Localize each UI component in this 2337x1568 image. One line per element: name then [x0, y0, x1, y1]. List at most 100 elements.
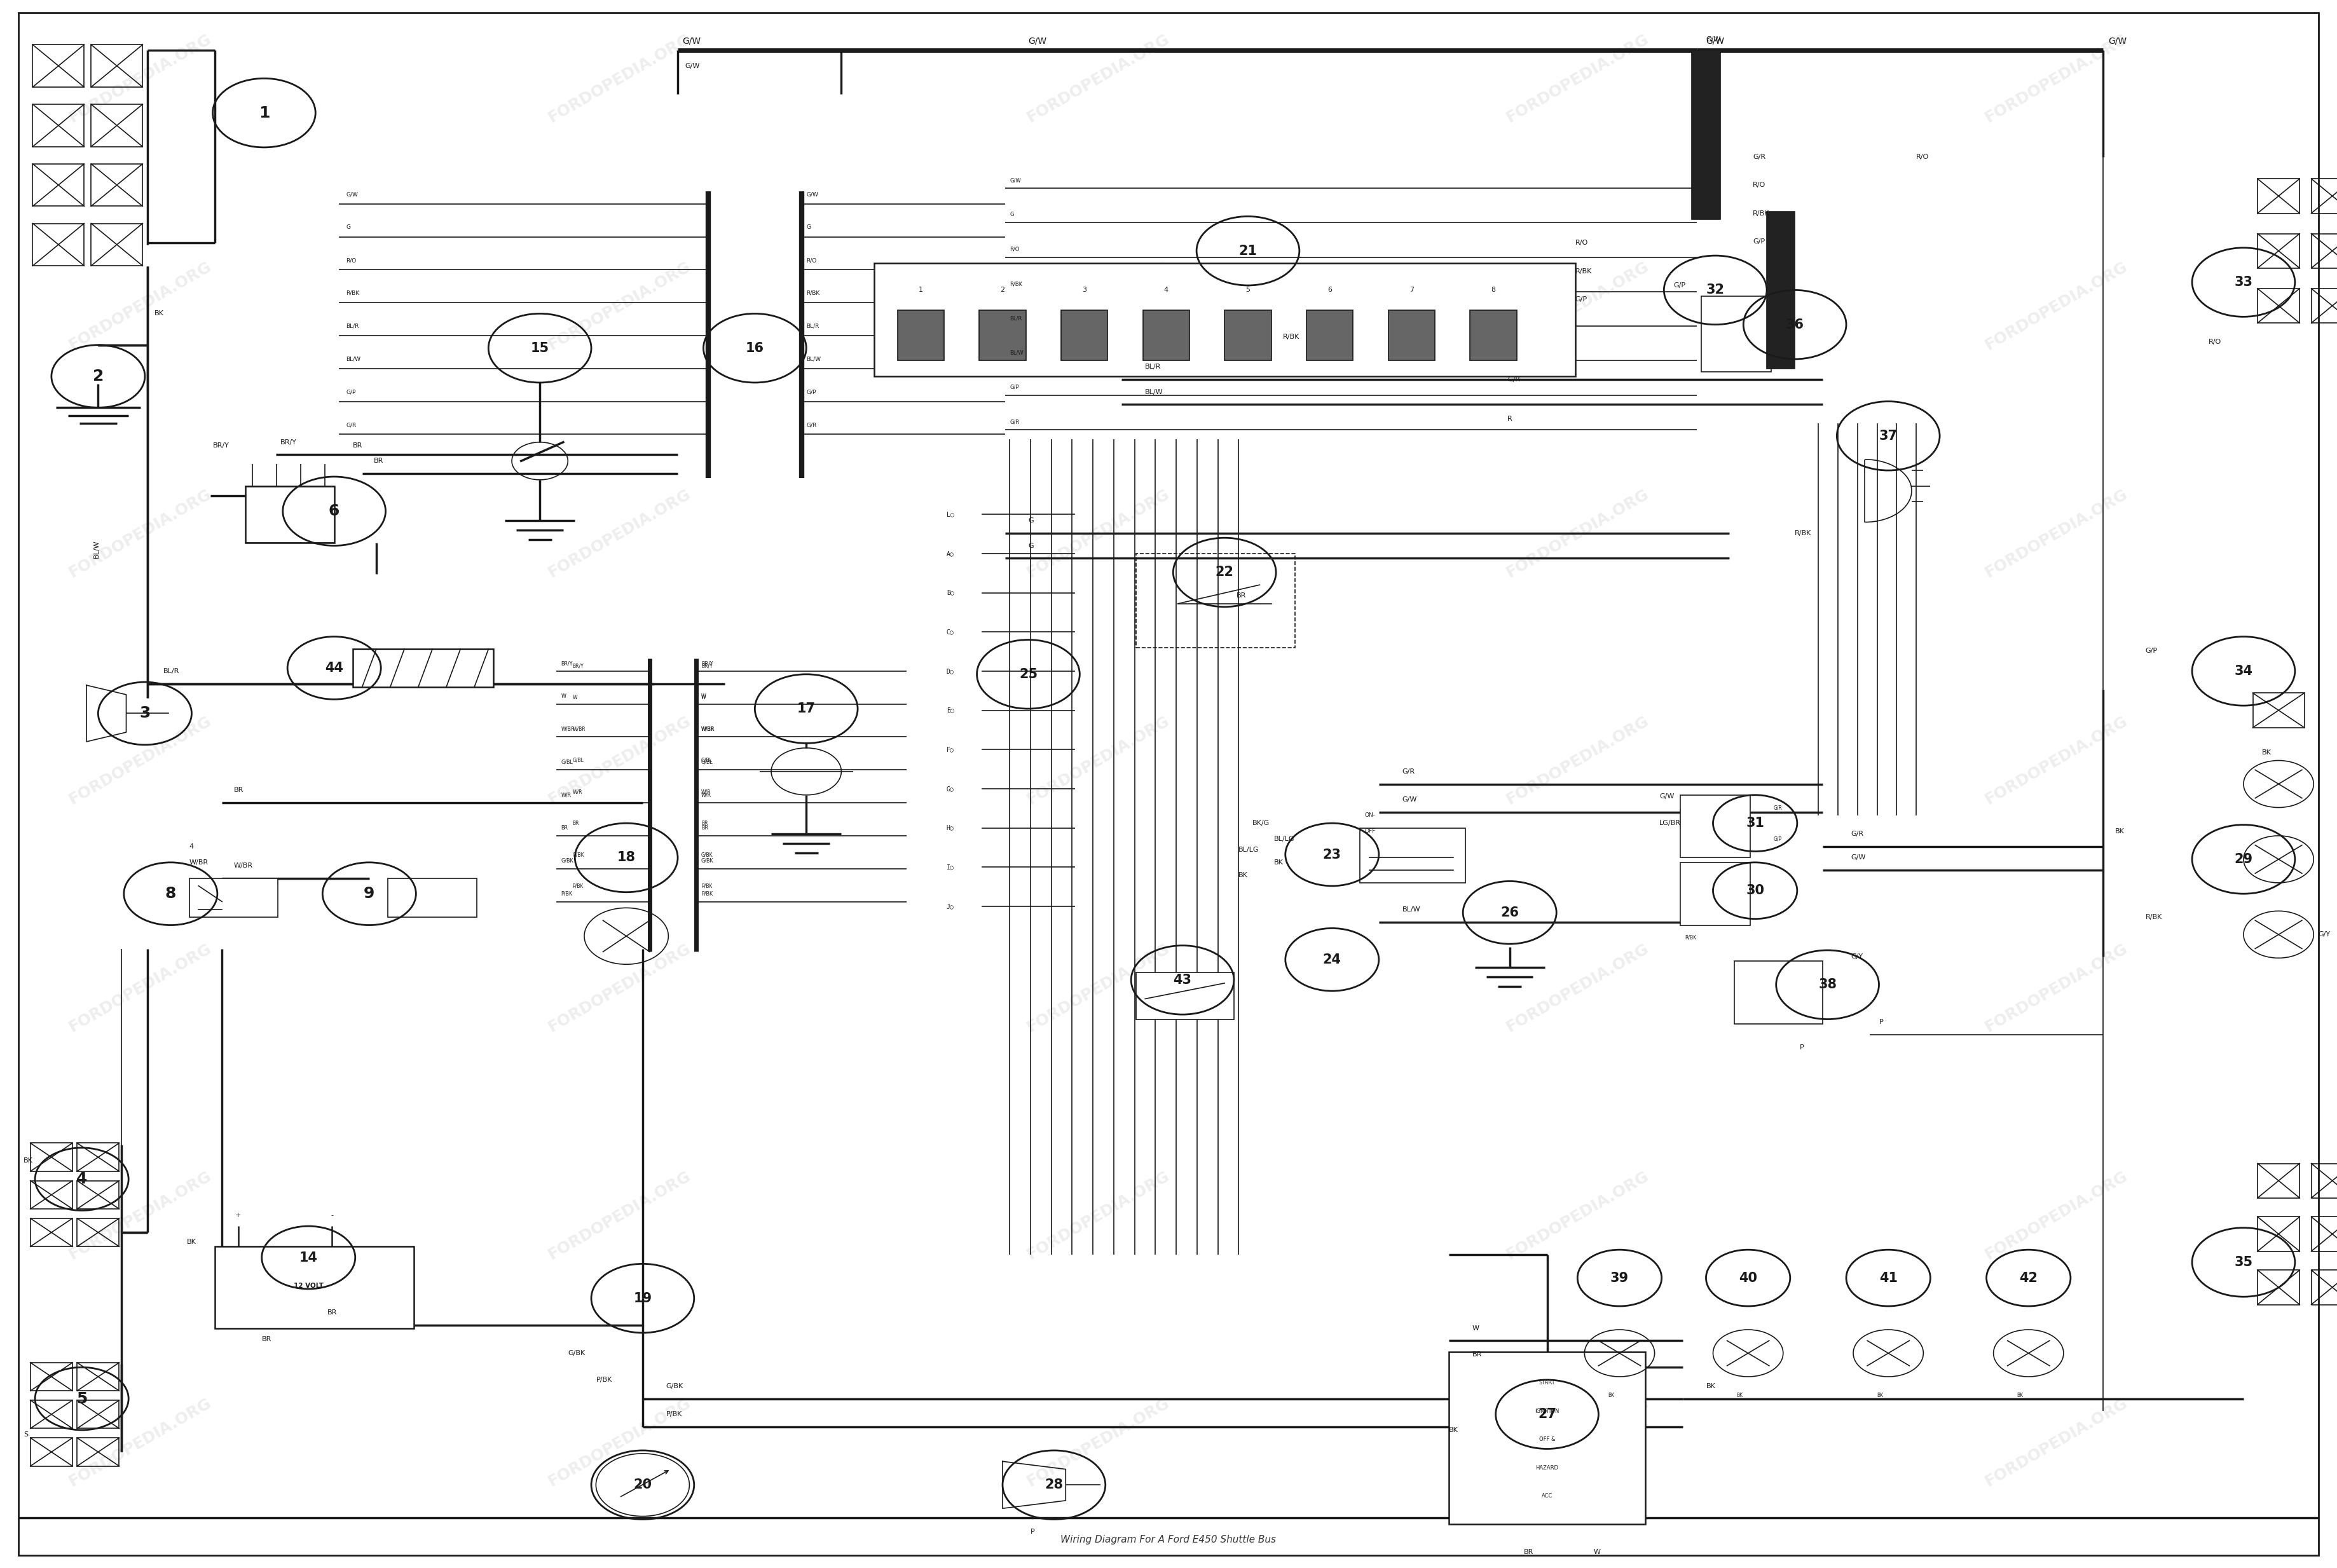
Text: 5: 5: [1246, 287, 1250, 293]
Text: G/R: G/R: [1774, 804, 1783, 811]
Text: FORDOPEDIA.ORG: FORDOPEDIA.ORG: [1024, 31, 1173, 125]
Text: 21: 21: [1239, 245, 1257, 257]
Text: BL/R: BL/R: [346, 323, 360, 329]
Bar: [245, 486, 334, 543]
Bar: [30, 1143, 72, 1171]
Text: R/O: R/O: [1010, 246, 1019, 252]
Text: FORDOPEDIA.ORG: FORDOPEDIA.ORG: [1503, 31, 1652, 125]
Text: FORDOPEDIA.ORG: FORDOPEDIA.ORG: [1982, 259, 2131, 353]
Bar: [2258, 1270, 2300, 1305]
Text: FORDOPEDIA.ORG: FORDOPEDIA.ORG: [1982, 1396, 2131, 1490]
Bar: [2258, 289, 2300, 323]
Text: 42: 42: [2019, 1272, 2038, 1284]
Text: 23: 23: [1323, 848, 1341, 861]
Text: FORDOPEDIA.ORG: FORDOPEDIA.ORG: [1024, 713, 1173, 808]
Bar: [1136, 972, 1234, 1019]
Text: P/BK: P/BK: [561, 891, 573, 897]
Text: W/R: W/R: [701, 789, 710, 795]
Text: FORDOPEDIA.ORG: FORDOPEDIA.ORG: [545, 486, 694, 580]
Bar: [2311, 1217, 2337, 1251]
Text: G/BL: G/BL: [573, 757, 584, 764]
Text: 7: 7: [1409, 287, 1414, 293]
Bar: [1767, 212, 1795, 368]
Text: 14: 14: [299, 1251, 318, 1264]
Text: G/BK: G/BK: [573, 851, 584, 858]
Bar: [1680, 862, 1750, 925]
Text: 4: 4: [189, 844, 194, 850]
Text: FORDOPEDIA.ORG: FORDOPEDIA.ORG: [545, 941, 694, 1035]
Text: I○: I○: [946, 864, 953, 870]
Text: 30: 30: [1746, 884, 1764, 897]
Text: R/BK: R/BK: [1010, 281, 1021, 287]
Text: W/BR: W/BR: [189, 859, 208, 866]
Text: G/P: G/P: [1753, 238, 1764, 245]
Text: BR: BR: [327, 1309, 337, 1316]
Text: OFF: OFF: [1365, 828, 1376, 834]
Text: P: P: [1799, 1044, 1804, 1051]
Text: 44: 44: [325, 662, 344, 674]
Bar: [2258, 234, 2300, 268]
Text: 3: 3: [140, 706, 150, 721]
Text: BL/LG: BL/LG: [1239, 847, 1260, 853]
Bar: [979, 310, 1026, 361]
Text: W: W: [701, 693, 706, 699]
Bar: [91, 44, 143, 86]
Text: 40: 40: [1739, 1272, 1757, 1284]
Text: BR: BR: [561, 825, 568, 831]
Text: G/BK: G/BK: [701, 851, 713, 858]
Text: BK: BK: [1736, 1392, 1743, 1399]
Text: G/P: G/P: [806, 389, 816, 395]
Text: FORDOPEDIA.ORG: FORDOPEDIA.ORG: [1982, 31, 2131, 125]
Text: FORDOPEDIA.ORG: FORDOPEDIA.ORG: [545, 259, 694, 353]
Bar: [388, 878, 477, 917]
Text: G/P: G/P: [1774, 836, 1783, 842]
Text: R/O: R/O: [1575, 240, 1589, 246]
Text: G/P: G/P: [2145, 648, 2157, 654]
Text: FORDOPEDIA.ORG: FORDOPEDIA.ORG: [1024, 486, 1173, 580]
Text: R/BK: R/BK: [346, 290, 360, 296]
Text: P/BK: P/BK: [573, 883, 584, 889]
Bar: [2258, 179, 2300, 213]
Text: 29: 29: [2234, 853, 2253, 866]
Text: G/R: G/R: [1753, 154, 1764, 160]
Text: 17: 17: [797, 702, 816, 715]
Bar: [1388, 310, 1435, 361]
Text: FORDOPEDIA.ORG: FORDOPEDIA.ORG: [545, 1168, 694, 1262]
Text: G/W: G/W: [1028, 36, 1047, 45]
Bar: [1692, 50, 1720, 220]
Bar: [2258, 1163, 2300, 1198]
Text: 33: 33: [2234, 276, 2253, 289]
Text: W/R: W/R: [701, 792, 710, 798]
Text: R/O: R/O: [346, 257, 355, 263]
Text: BR: BR: [573, 820, 580, 826]
Text: W/BR: W/BR: [701, 726, 715, 732]
Text: R/BK: R/BK: [1575, 268, 1591, 274]
Text: R/BK: R/BK: [1685, 935, 1697, 941]
Text: G/R: G/R: [346, 422, 355, 428]
Text: 39: 39: [1610, 1272, 1629, 1284]
Text: 36: 36: [1785, 318, 1804, 331]
Text: FORDOPEDIA.ORG: FORDOPEDIA.ORG: [65, 259, 215, 353]
Text: P: P: [1879, 1019, 1884, 1025]
Text: 1: 1: [259, 105, 269, 121]
Text: P/BK: P/BK: [666, 1411, 682, 1417]
Text: 25: 25: [1019, 668, 1038, 681]
Text: P/BK: P/BK: [596, 1377, 612, 1383]
Text: FORDOPEDIA.ORG: FORDOPEDIA.ORG: [65, 486, 215, 580]
Text: G/W: G/W: [1851, 855, 1865, 861]
Text: G/P: G/P: [1010, 384, 1019, 390]
Text: W/BR: W/BR: [573, 726, 587, 732]
Text: G/W: G/W: [682, 36, 701, 45]
Text: R/BK: R/BK: [806, 290, 820, 296]
Text: BR/Y: BR/Y: [573, 663, 584, 670]
Text: G/BL: G/BL: [701, 757, 713, 764]
Text: FORDOPEDIA.ORG: FORDOPEDIA.ORG: [1503, 713, 1652, 808]
Text: G/P: G/P: [1575, 296, 1587, 303]
Text: 8: 8: [1491, 287, 1496, 293]
Text: BL/W: BL/W: [1010, 350, 1024, 356]
Text: G/W: G/W: [346, 191, 358, 198]
Text: BK: BK: [1608, 1392, 1615, 1399]
Text: H○: H○: [946, 825, 953, 831]
Text: E○: E○: [946, 707, 953, 713]
Bar: [77, 1363, 119, 1391]
